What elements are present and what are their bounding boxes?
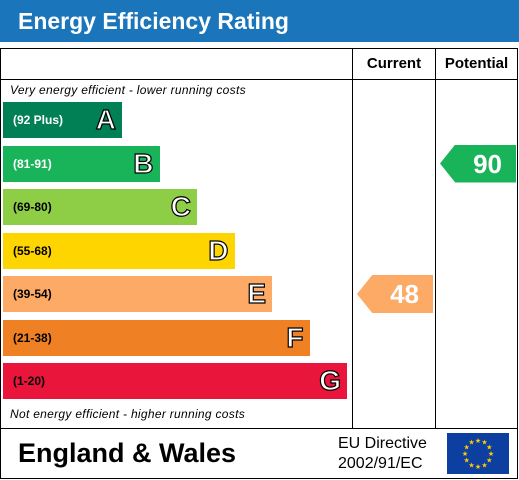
band-range-label: (39-54) (13, 287, 52, 301)
flag-star-icon: ★ (475, 437, 481, 445)
flag-star-icon: ★ (481, 439, 487, 447)
potential-column-divider (435, 48, 436, 429)
current-column-divider (352, 48, 353, 429)
band-range-label: (92 Plus) (13, 113, 64, 127)
top-note: Very energy efficient - lower running co… (10, 83, 246, 97)
directive-line-2: 2002/91/EC (338, 455, 423, 472)
band-range-label: (1-20) (13, 374, 46, 388)
footer-divider (0, 428, 518, 429)
flag-star-icon: ★ (475, 463, 481, 471)
rating-band-e: (39-54) E (3, 276, 272, 312)
band-letter: B (133, 147, 154, 179)
rating-band-b: (81-91) B (3, 145, 160, 182)
bottom-note: Not energy efficient - higher running co… (10, 407, 246, 421)
band-letter: D (208, 234, 229, 266)
flag-star-icon: ★ (468, 461, 474, 469)
band-range-label: (81-91) (13, 156, 52, 171)
current-rating-value: 48 (390, 279, 419, 309)
current-column-header: Current (366, 55, 422, 72)
chart-frame (0, 48, 518, 479)
current-rating-arrow: 48 (357, 275, 433, 313)
band-letter: C (170, 190, 191, 222)
page-title: Energy Efficiency Rating (0, 0, 519, 42)
flag-star-icon: ★ (462, 450, 468, 458)
flag-star-icon: ★ (488, 450, 494, 458)
region-label: England & Wales (18, 438, 237, 468)
potential-rating-arrow: 90 (440, 144, 516, 183)
flag-star-icon: ★ (464, 457, 470, 465)
flag-star-icon: ★ (464, 444, 470, 452)
flag-star-icon: ★ (486, 444, 492, 452)
band-letter: E (247, 277, 267, 309)
directive-line-1: EU Directive (338, 435, 427, 452)
rating-band-a: (92 Plus) A (3, 102, 122, 138)
rating-band-f: (21-38) F (3, 319, 310, 356)
flag-star-icon: ★ (468, 439, 474, 447)
rating-band-c: (69-80) C (3, 189, 197, 225)
eu-stars-icon: ★★★★★★★★★ ★ ★★ (462, 437, 494, 471)
band-letter: F (286, 321, 304, 353)
rating-band-g: (1-20) G (3, 363, 347, 399)
eu-flag-icon: ★ ★ ★ ★ ★ ★ ★ ★ ★ ★ ★ ★ (447, 433, 509, 474)
header-row-divider (0, 79, 518, 80)
band-letter: G (319, 364, 342, 396)
flag-star-icon: ★ (486, 457, 492, 465)
potential-column-header: Potential (444, 55, 509, 72)
rating-band-d: (55-68) D (3, 232, 235, 269)
band-range-label: (55-68) (13, 243, 52, 258)
band-range-label: (69-80) (13, 200, 52, 214)
band-letter: A (95, 103, 116, 135)
eu-directive: EU Directive 2002/91/EC (338, 434, 442, 474)
flag-star-icon: ★ (481, 461, 487, 469)
band-range-label: (21-38) (13, 330, 52, 345)
potential-rating-value: 90 (473, 148, 502, 179)
